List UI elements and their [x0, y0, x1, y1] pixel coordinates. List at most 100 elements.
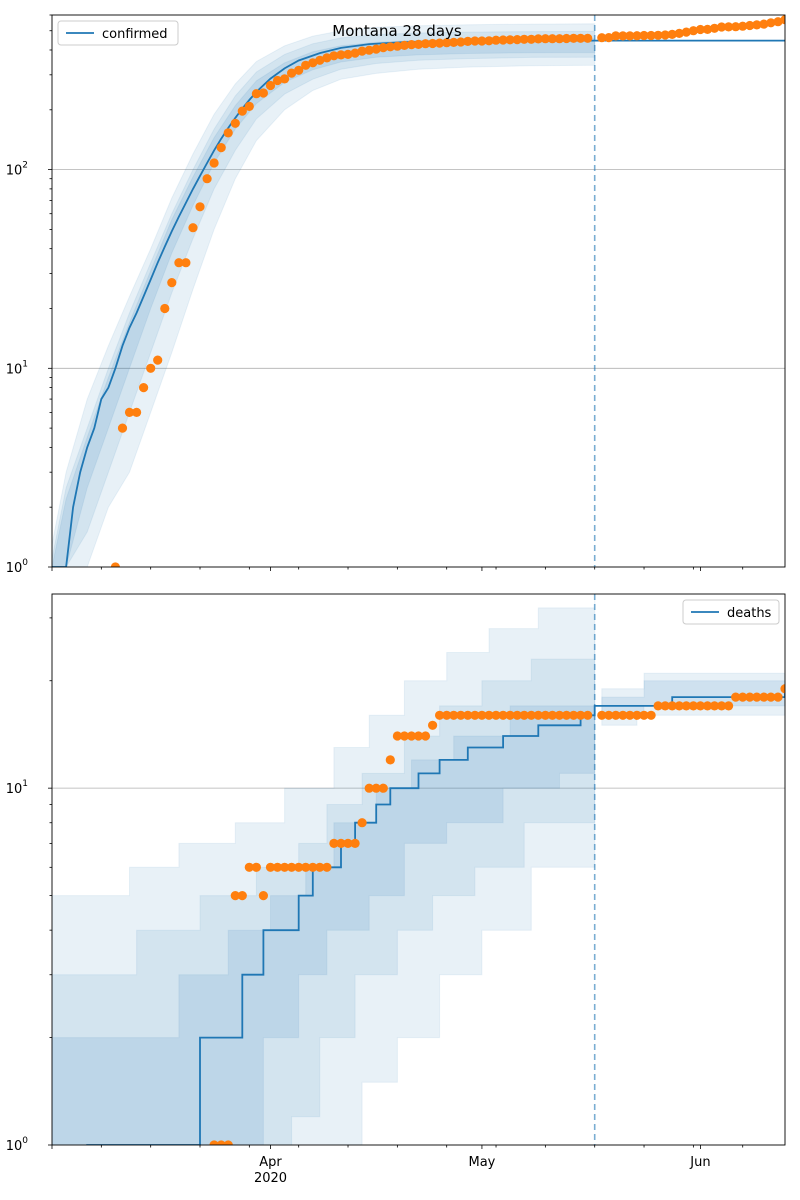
observed-point [308, 58, 318, 68]
observed-point [618, 710, 628, 720]
observed-point [674, 28, 684, 38]
observed-point [773, 17, 783, 27]
observed-point [731, 692, 741, 702]
observed-point [110, 562, 120, 567]
observed-point [258, 891, 268, 901]
observed-point [463, 36, 473, 47]
observed-point [667, 29, 677, 39]
observed-point [717, 22, 727, 32]
observed-point [343, 49, 353, 60]
observed-point [576, 710, 586, 720]
observed-point [695, 24, 706, 35]
observed-point [766, 692, 776, 702]
observed-point [315, 55, 325, 65]
observed-point [442, 710, 452, 720]
observed-point [561, 710, 572, 720]
observed-point [625, 710, 635, 720]
observed-point [470, 36, 480, 46]
observed-point [322, 53, 332, 63]
observed-point [230, 891, 240, 901]
observed-point [287, 68, 297, 78]
observed-point [435, 38, 445, 48]
legend-label: confirmed [102, 27, 168, 42]
observed-point [752, 20, 762, 30]
observed-point [420, 39, 431, 49]
observed-point [533, 710, 543, 720]
observed-point [688, 701, 699, 711]
observed-point [498, 710, 508, 720]
observed-point [745, 20, 755, 31]
observed-point [709, 701, 720, 711]
plot-frame [51, 14, 786, 568]
observed-point [385, 755, 395, 765]
observed-point [244, 101, 254, 111]
observed-point [470, 710, 480, 720]
observed-point [251, 89, 261, 99]
observed-point [540, 34, 551, 44]
observed-point [202, 174, 212, 184]
observed-point [738, 21, 748, 31]
observed-point [505, 35, 515, 45]
observed-point [371, 44, 381, 54]
observed-point [329, 838, 339, 849]
observed-point [597, 33, 607, 43]
observed-point [230, 118, 240, 128]
observed-point [301, 862, 311, 872]
observed-point [251, 862, 261, 872]
chart-title: Montana 28 days [332, 22, 462, 40]
observed-point [674, 701, 684, 711]
observed-point [731, 22, 741, 32]
x-year-label: 2020 [254, 1171, 287, 1186]
observed-point [477, 36, 487, 46]
y-tick-label: 101 [6, 779, 28, 797]
observed-point [265, 80, 276, 91]
legend-label: deaths [727, 606, 772, 621]
observed-point [399, 40, 409, 51]
observed-point [773, 692, 783, 702]
observed-point [505, 710, 515, 720]
observed-point [223, 1140, 233, 1145]
observed-point [167, 278, 177, 288]
y-tick-label: 101 [6, 359, 28, 377]
observed-point [392, 41, 402, 51]
observed-point [132, 407, 142, 417]
observed-point [491, 35, 501, 45]
observed-point [491, 710, 501, 720]
observed-point [519, 710, 529, 720]
x-axis: Apr May Jun 2020 [254, 1155, 711, 1186]
observed-point [618, 31, 628, 41]
observed-point [660, 30, 670, 40]
observed-point [378, 783, 388, 793]
observed-point [435, 710, 445, 720]
observed-point [477, 710, 487, 720]
observed-point [350, 48, 360, 58]
observed-point [738, 692, 748, 702]
deaths-panel: 100 101 deaths [6, 593, 786, 1154]
observed-point [336, 838, 346, 849]
observed-point [688, 26, 699, 36]
plot-area [52, 15, 785, 567]
observed-point [554, 34, 565, 44]
observed-point [484, 36, 494, 46]
observed-point [406, 731, 417, 741]
observed-point [576, 33, 586, 43]
observed-point [237, 891, 247, 901]
observed-point [413, 731, 424, 741]
observed-point [717, 701, 727, 711]
observed-point [653, 30, 663, 40]
y-tick-exponent: 1 [22, 779, 28, 789]
observed-point [272, 75, 283, 86]
y-tick-label: 100 [6, 558, 29, 576]
observed-point [364, 45, 374, 55]
observed-point [350, 838, 360, 849]
confirmed-line [52, 39, 785, 567]
observed-point [244, 862, 254, 872]
observed-point [329, 51, 339, 61]
observed-point [294, 862, 304, 872]
observed-point [583, 33, 593, 43]
observed-point [752, 692, 762, 702]
observed-point [456, 710, 466, 720]
observed-point [569, 33, 579, 43]
observed-point [745, 692, 755, 702]
